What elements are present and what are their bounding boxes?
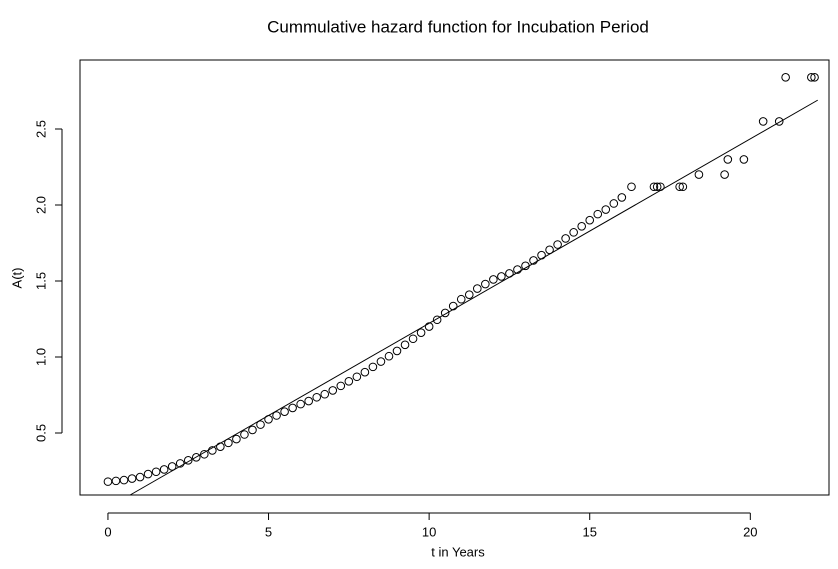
data-point: [103, 477, 113, 486]
data-point: [781, 73, 790, 82]
data-point: [609, 199, 619, 208]
data-point: [304, 396, 313, 406]
data-point: [288, 403, 297, 413]
data-point: [167, 462, 177, 471]
data-point: [143, 469, 153, 479]
y-tick-label: 1.0: [33, 348, 48, 366]
data-point: [810, 73, 819, 82]
data-point: [135, 472, 145, 482]
data-point: [694, 170, 704, 179]
data-point: [569, 228, 578, 237]
x-tick-label: 10: [422, 524, 436, 539]
data-point: [456, 294, 466, 304]
data-point: [328, 386, 338, 395]
x-tick-label: 15: [582, 524, 596, 539]
data-point: [111, 476, 121, 486]
data-point: [758, 117, 768, 126]
chart-title: Cummulative hazard function for Incubati…: [267, 17, 649, 36]
data-point: [360, 367, 370, 377]
data-point: [175, 459, 185, 468]
data-point: [649, 182, 659, 192]
fit-line: [129, 99, 819, 496]
data-point: [208, 446, 217, 455]
data-point: [127, 474, 137, 483]
data-point: [481, 279, 490, 289]
data-point: [529, 256, 538, 265]
data-point: [216, 442, 225, 451]
x-tick-label: 0: [104, 524, 111, 539]
data-point: [368, 362, 378, 372]
data-point: [537, 250, 546, 260]
data-point: [448, 301, 458, 311]
data-point: [678, 182, 688, 192]
data-point: [627, 182, 636, 192]
data-point: [232, 434, 241, 444]
data-point: [720, 170, 729, 179]
data-point: [513, 265, 522, 274]
data-point: [320, 389, 330, 399]
data-point: [424, 322, 434, 331]
data-point: [774, 117, 784, 126]
data-point: [464, 290, 474, 299]
data-point: [497, 272, 506, 281]
data-point: [376, 357, 386, 366]
plot-box: [79, 59, 830, 496]
data-point: [585, 215, 595, 225]
data-point: [739, 155, 749, 164]
data-point: [408, 334, 418, 344]
data-point: [312, 392, 322, 402]
data-point: [336, 381, 346, 391]
data-point: [248, 425, 257, 435]
x-tick-label: 5: [265, 524, 272, 539]
data-point: [264, 415, 273, 424]
data-point: [561, 234, 570, 243]
data-point: [159, 465, 169, 474]
data-point: [652, 182, 662, 192]
data-point: [505, 269, 514, 278]
data-point: [352, 372, 362, 382]
y-tick-label: 0.5: [33, 424, 48, 442]
data-point: [601, 205, 611, 214]
data-point: [440, 308, 450, 318]
data-point: [384, 351, 394, 361]
data-point: [191, 453, 201, 462]
x-axis-title: t in Years: [431, 544, 485, 559]
data-point: [400, 340, 410, 350]
data-point: [807, 73, 816, 82]
data-point: [183, 456, 193, 465]
data-point: [199, 449, 209, 459]
y-axis-title: A(t): [9, 268, 24, 289]
y-tick-label: 2.5: [33, 120, 48, 138]
data-point: [489, 275, 498, 284]
data-point: [240, 430, 249, 439]
data-point: [593, 209, 603, 219]
x-tick-label: 20: [743, 524, 757, 539]
data-point: [272, 411, 281, 420]
data-point: [392, 346, 402, 356]
data-point: [416, 328, 426, 337]
data-point: [545, 245, 554, 255]
data-point: [119, 475, 129, 485]
data-point: [617, 193, 627, 202]
data-point: [256, 420, 265, 429]
data-point: [151, 467, 161, 477]
data-point: [473, 284, 482, 293]
data-point: [553, 240, 562, 249]
y-tick-label: 1.5: [33, 272, 48, 290]
data-point: [224, 438, 233, 448]
data-point: [280, 407, 289, 417]
data-point: [577, 221, 586, 231]
data-point: [344, 377, 354, 386]
data-point: [521, 261, 530, 271]
data-point: [675, 182, 684, 192]
data-point: [296, 399, 305, 409]
data-point: [723, 155, 733, 164]
data-point: [432, 315, 442, 325]
y-tick-label: 2.0: [33, 196, 48, 214]
data-point: [656, 182, 665, 192]
